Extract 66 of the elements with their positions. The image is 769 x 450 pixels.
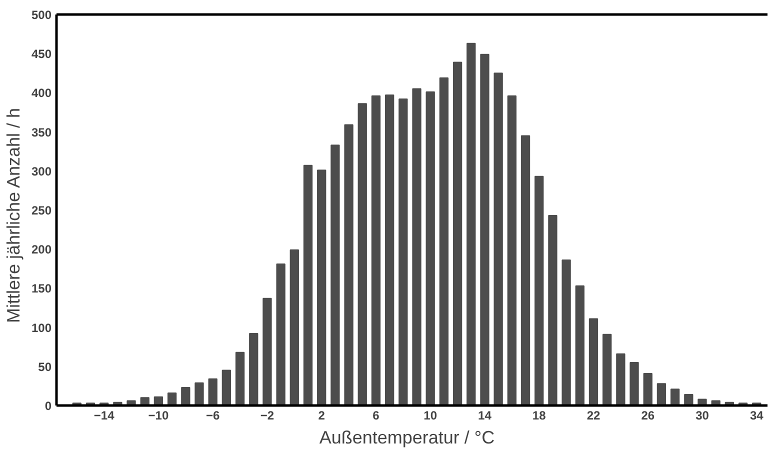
y-tick-label: 150 [31, 282, 52, 296]
x-tick-label: −2 [260, 408, 274, 422]
bar [358, 103, 367, 406]
bar [290, 249, 299, 406]
x-tick-label: 6 [372, 408, 380, 422]
x-tick-label: 34 [750, 408, 764, 422]
bar [534, 176, 544, 406]
bar [602, 334, 612, 406]
y-tick-label: 200 [31, 242, 52, 257]
bar [575, 285, 584, 406]
x-tick-label: −10 [148, 408, 169, 422]
bar [208, 378, 218, 406]
x-tick-label: −14 [94, 408, 115, 422]
bar [698, 398, 707, 406]
bar [616, 353, 626, 406]
bar [303, 164, 313, 406]
y-tick-label: 100 [31, 320, 52, 335]
bar [562, 260, 571, 406]
y-tick-label: 450 [31, 47, 52, 62]
bar [630, 362, 639, 406]
bar [330, 144, 340, 406]
x-tick-label: 14 [478, 408, 492, 422]
bar [439, 77, 449, 406]
y-axis-title: Mittlere jährliche Anzahl / h [3, 108, 24, 324]
bar [371, 95, 381, 406]
x-tick-label: 2 [318, 408, 326, 422]
bar [494, 72, 503, 406]
x-tick-label: 30 [696, 408, 710, 422]
y-tick-label: 0 [44, 399, 52, 413]
bar [344, 124, 354, 406]
bar [317, 170, 326, 406]
y-tick-label: 500 [31, 8, 52, 22]
y-tick-label: 50 [38, 360, 52, 374]
bar [222, 370, 232, 406]
bar [670, 388, 680, 406]
bar [167, 392, 177, 406]
bar [643, 372, 652, 406]
bar [684, 394, 694, 406]
bar [412, 88, 422, 406]
bar [656, 383, 666, 406]
bar [262, 298, 272, 406]
bar [520, 135, 530, 406]
bar [235, 352, 245, 406]
bar [466, 42, 476, 406]
bar [194, 382, 204, 406]
bar [480, 54, 490, 406]
x-tick-label: 26 [641, 408, 655, 422]
bar [452, 62, 462, 406]
y-tick-label: 300 [31, 164, 52, 178]
x-tick-label: 10 [424, 408, 438, 422]
bar [426, 91, 435, 406]
y-tick-label: 350 [31, 125, 52, 140]
bar [276, 263, 286, 406]
y-tick-label: 400 [31, 86, 52, 100]
y-tick-label: 250 [31, 204, 52, 218]
bar [588, 318, 598, 406]
x-tick-label: −6 [206, 408, 220, 422]
x-tick-label: 22 [586, 408, 600, 422]
bar [384, 94, 394, 406]
x-axis-title: Außentemperatur / °C [319, 428, 495, 448]
bar [249, 333, 258, 406]
bar [507, 95, 516, 406]
bar [398, 98, 408, 406]
bar [548, 214, 558, 406]
x-tick-label: 18 [532, 408, 546, 422]
bar [181, 387, 190, 406]
